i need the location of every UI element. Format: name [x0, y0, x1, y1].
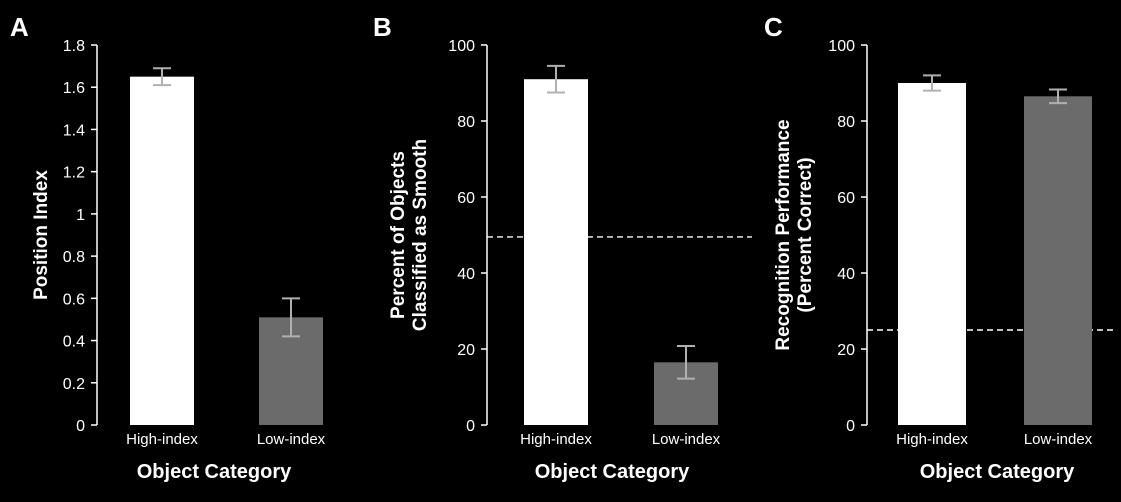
y-tick-label: 1.8 [63, 38, 85, 55]
bar-high-index [130, 76, 194, 426]
y-axis-title: Recognition Performance(Percent Correct) [773, 119, 816, 350]
x-category-label: High-index [520, 431, 592, 448]
y-tick-label: 0 [76, 418, 85, 435]
bar-low-index [1024, 96, 1092, 426]
x-category-label: High-index [896, 431, 968, 448]
y-axis-title-line: Position Index [31, 170, 52, 300]
bar-high-index [898, 83, 966, 425]
y-tick-label: 80 [457, 114, 475, 131]
panel-a: A 0 0.2 0.4 0.6 0.8 1 1.2 1.4 1.6 1.8 High-index Low… [10, 12, 326, 483]
x-category-label: Low-index [257, 431, 326, 448]
y-tick-label: 80 [837, 114, 855, 131]
panel-letter-b: B [373, 12, 392, 42]
panel-b: B 0 20 40 60 80 100 High-index Low-index Object C… [373, 12, 752, 483]
y-tick-label: 40 [837, 266, 855, 283]
y-tick-label: 60 [837, 190, 855, 207]
y-tick-label: 1 [76, 207, 85, 224]
y-axis-title: Position Index [31, 170, 52, 300]
y-axis-title-line: Percent of Objects [388, 151, 409, 319]
y-tick-label: 100 [448, 38, 475, 55]
y-tick-label: 100 [828, 38, 855, 55]
y-tick-label: 0.6 [63, 291, 85, 308]
x-category-label: High-index [126, 431, 198, 448]
y-tick-label: 0.4 [63, 334, 85, 351]
y-tick-label: 0.2 [63, 376, 85, 393]
y-tick-label: 20 [837, 342, 855, 359]
panel-c: C 0 20 40 60 80 100 High-index Low-index Object C… [764, 12, 1113, 483]
x-axis-title: Object Category [920, 461, 1075, 483]
y-axis-title-line: Recognition Performance [773, 119, 794, 350]
panel-letter-c: C [764, 12, 783, 42]
x-axis-title: Object Category [137, 461, 292, 483]
x-category-label: Low-index [652, 431, 721, 448]
y-tick-label: 40 [457, 266, 475, 283]
x-category-label: Low-index [1024, 431, 1093, 448]
y-tick-label: 0 [466, 418, 475, 435]
y-tick-label: 1.6 [63, 80, 85, 97]
panel-letter-a: A [10, 12, 29, 42]
y-axis-title: Percent of ObjectsClassified as Smooth [388, 139, 431, 331]
y-tick-label: 0 [846, 418, 855, 435]
y-tick-label: 1.4 [63, 122, 85, 139]
y-tick-label: 60 [457, 190, 475, 207]
y-tick-label: 20 [457, 342, 475, 359]
y-tick-label: 1.2 [63, 165, 85, 182]
y-axis-title-line: (Percent Correct) [795, 157, 816, 312]
x-axis-title: Object Category [535, 461, 690, 483]
y-axis-title-line: Classified as Smooth [410, 139, 431, 331]
bar-high-index [524, 79, 588, 425]
y-tick-label: 0.8 [63, 249, 85, 266]
